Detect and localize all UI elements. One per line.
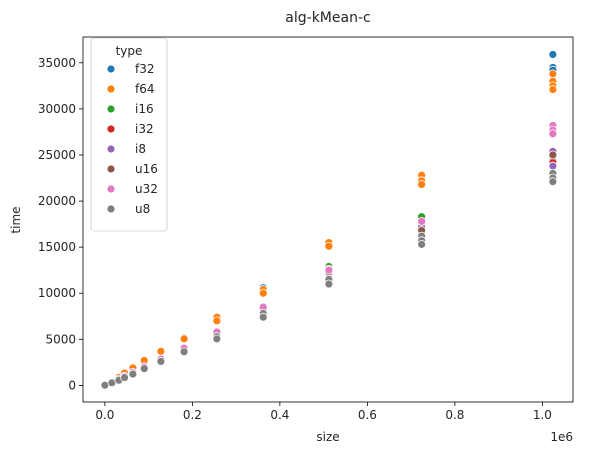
legend-label-u8: u8 <box>135 202 150 216</box>
data-point-u32 <box>417 216 427 226</box>
legend-label-f32: f32 <box>135 62 155 76</box>
data-point-u8 <box>120 373 129 382</box>
y-tick-label: 10000 <box>38 286 76 300</box>
legend-marker-f64 <box>106 84 116 94</box>
y-tick-label: 35000 <box>38 56 76 70</box>
x-tick-label: 0.8 <box>445 408 464 422</box>
data-point-u8 <box>156 357 166 366</box>
legend-label-u32: u32 <box>135 182 158 196</box>
legend: type f32 f64 i16 i32 i8 u16 u32 u8 <box>90 37 168 232</box>
x-axis: 0.0 0.2 0.4 0.6 0.8 1.0 <box>95 402 552 422</box>
y-axis-label: time <box>9 206 23 233</box>
data-point-u8 <box>128 369 138 379</box>
legend-marker-f32 <box>106 64 116 74</box>
x-tick-label: 0.2 <box>183 408 202 422</box>
legend-box <box>90 37 168 232</box>
legend-label-i8: i8 <box>135 142 146 156</box>
y-tick-label: 20000 <box>38 194 76 208</box>
legend-marker-i16 <box>106 104 116 114</box>
data-point-f64 <box>548 85 558 94</box>
x-tick-label: 1.0 <box>533 408 552 422</box>
data-point-f64 <box>548 69 558 79</box>
legend-marker-u8 <box>106 204 116 214</box>
legend-items: f32 f64 i16 i32 i8 u16 u32 u8 <box>106 62 158 216</box>
data-point-u8 <box>324 279 334 289</box>
legend-marker-u32 <box>106 184 116 194</box>
data-point-u8 <box>139 364 149 374</box>
data-point-u32 <box>548 129 558 139</box>
legend-marker-i32 <box>106 124 116 134</box>
x-axis-label: size <box>316 430 339 444</box>
data-point-u32 <box>324 265 334 275</box>
data-point-f64 <box>417 180 427 189</box>
data-point-u8 <box>548 177 558 187</box>
x-tick-label: 0.0 <box>95 408 114 422</box>
y-tick-label: 30000 <box>38 102 76 116</box>
legend-label-f64: f64 <box>135 82 155 96</box>
data-point-u8 <box>417 239 427 249</box>
y-tick-label: 15000 <box>38 240 76 254</box>
legend-marker-u16 <box>106 164 116 174</box>
data-point-f64 <box>258 288 268 298</box>
y-tick-label: 5000 <box>45 332 76 346</box>
x-tick-label: 0.4 <box>270 408 289 422</box>
legend-label-u16: u16 <box>135 162 158 176</box>
legend-marker-i8 <box>106 144 116 154</box>
data-point-f32 <box>548 50 558 59</box>
x-tick-label: 0.6 <box>358 408 377 422</box>
plot-points <box>100 50 558 390</box>
data-point-f64 <box>179 334 189 344</box>
data-point-u8 <box>212 334 222 344</box>
legend-label-i32: i32 <box>135 122 154 136</box>
data-point-f64 <box>324 241 334 251</box>
y-axis: 0 5000 10000 15000 20000 25000 30000 35000 <box>38 56 83 392</box>
data-point-f64 <box>212 316 222 326</box>
y-tick-label: 25000 <box>38 148 76 162</box>
data-point-u8 <box>258 312 268 322</box>
data-point-i8 <box>548 161 558 171</box>
legend-title: type <box>116 44 143 58</box>
y-tick-label: 0 <box>68 378 76 392</box>
data-point-u16 <box>548 150 558 160</box>
legend-label-i16: i16 <box>135 102 154 116</box>
data-point-f64 <box>156 346 166 356</box>
x-axis-offset-label: 1e6 <box>550 430 573 444</box>
plot-frame <box>82 36 574 403</box>
data-point-u8 <box>179 347 189 357</box>
chart-title: alg-kMean-c <box>285 10 370 26</box>
